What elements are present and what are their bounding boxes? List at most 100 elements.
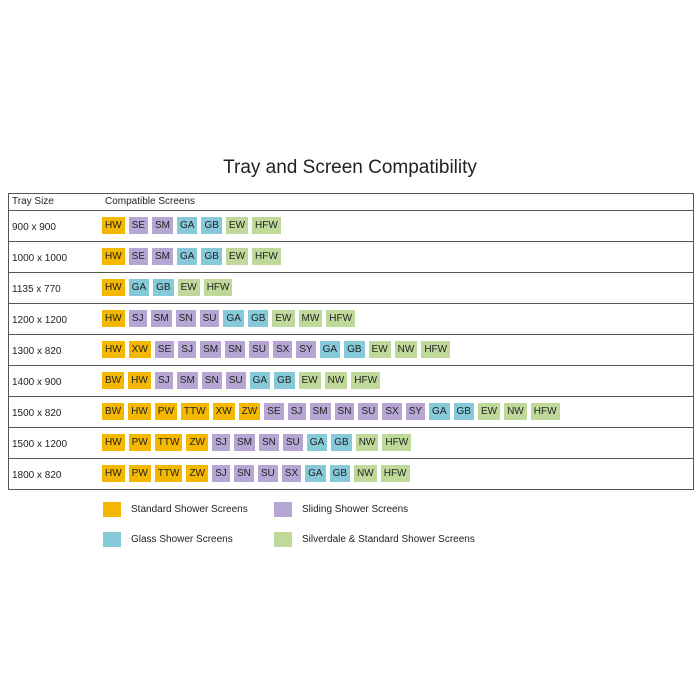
screen-code-chip: SM — [176, 372, 198, 389]
screen-code-chip: SX — [382, 403, 402, 420]
screen-code-chip: SE — [128, 248, 149, 265]
screen-code-chip: ZW — [238, 403, 261, 420]
compatible-screens-cell: HW SE SM GA GB EW HFW — [102, 248, 285, 265]
screen-code-chip: SE — [154, 341, 175, 358]
table-row: 1400 x 900 BW HW SJ SM SN SU GA GB EW NW HFW — [9, 366, 693, 397]
screen-code-chip: HW — [102, 217, 125, 234]
screen-code-chip: GA — [177, 248, 198, 265]
screen-code-chip: GA — [305, 465, 326, 482]
table-header: Tray Size Compatible Screens — [9, 194, 693, 211]
screen-code-chip: SX — [272, 341, 293, 358]
legend-glass-label: Glass Shower Screens — [131, 534, 233, 545]
compatible-screens-cell: HW PW TTW ZW SJ SM SN SU GA GB NW HFW — [102, 434, 415, 451]
screen-code-chip: SJ — [287, 403, 306, 420]
screen-code-chip: NW — [504, 403, 527, 420]
screen-code-chip: EW — [225, 217, 249, 234]
screen-code-chip: HFW — [380, 465, 410, 482]
screen-code-chip: GB — [153, 279, 174, 296]
table-row: 1500 x 820 BW HW PW TTW XW ZW SE SJ SM SN SU SX SY GA G… — [9, 397, 693, 428]
compatible-screens-cell: HW PW TTW ZW SJ SN SU SX GA GB NW HFW — [102, 465, 414, 482]
tray-size-cell: 1200 x 1200 — [12, 315, 68, 326]
screen-code-chip: SX — [281, 465, 302, 482]
screen-code-chip: GB — [201, 217, 222, 234]
screen-code-chip: BW — [102, 403, 125, 420]
screen-code-chip: HFW — [252, 248, 281, 265]
screen-code-chip: ZW — [186, 465, 208, 482]
screen-code-chip: SN — [225, 341, 246, 358]
compatible-screens-cell: HW XW SE SJ SM SN SU SX SY GA GB EW NW HFW — [102, 341, 454, 358]
screen-code-chip: SY — [296, 341, 316, 358]
screen-code-chip: EW — [477, 403, 501, 420]
screen-code-chip: HFW — [530, 403, 560, 420]
screen-code-chip: SN — [175, 310, 196, 327]
screen-code-chip: XW — [212, 403, 235, 420]
screen-code-chip: SM — [233, 434, 255, 451]
tray-size-cell: 900 x 900 — [12, 222, 56, 233]
table-row: 1800 x 820 HW PW TTW ZW SJ SN SU SX GA GB NW HFW — [9, 459, 693, 489]
tray-size-cell: 1500 x 1200 — [12, 439, 68, 450]
header-compatible-screens: Compatible Screens — [105, 196, 196, 207]
screen-code-chip: SN — [334, 403, 355, 420]
screen-code-chip: HW — [128, 372, 151, 389]
screen-code-chip: SU — [249, 341, 269, 358]
screen-code-chip: SU — [282, 434, 303, 451]
screen-code-chip: GB — [274, 372, 295, 389]
screen-code-chip: SM — [150, 310, 172, 327]
tray-size-cell: 1400 x 900 — [12, 377, 62, 388]
screen-code-chip: HW — [102, 465, 125, 482]
tray-size-cell: 1500 x 820 — [12, 408, 62, 419]
compatible-screens-cell: HW SE SM GA GB EW HFW — [102, 217, 285, 234]
screen-code-chip: SN — [233, 465, 254, 482]
compatibility-table: Tray Size Compatible Screens 900 x 900 HW… — [8, 193, 694, 490]
screen-code-chip: SM — [200, 341, 222, 358]
screen-code-chip: EW — [368, 341, 391, 358]
screen-code-chip: SJ — [128, 310, 147, 327]
compatible-screens-cell: BW HW SJ SM SN SU GA GB EW NW HFW — [102, 372, 384, 389]
legend-glass-swatch — [103, 532, 121, 547]
screen-code-chip: NW — [394, 341, 418, 358]
screen-code-chip: ZW — [186, 434, 208, 451]
screen-code-chip: GA — [223, 310, 244, 327]
screen-code-chip: SJ — [211, 465, 230, 482]
screen-code-chip: HFW — [252, 217, 281, 234]
screen-code-chip: PW — [128, 465, 151, 482]
screen-code-chip: SJ — [178, 341, 197, 358]
compatible-screens-cell: BW HW PW TTW XW ZW SE SJ SM SN SU SX SY GA GB EW NW HFW — [102, 403, 564, 420]
screen-code-chip: TTW — [154, 434, 183, 451]
screen-code-chip: NW — [324, 372, 348, 389]
legend-standard-label: Standard Shower Screens — [131, 504, 248, 515]
legend-standard-swatch — [103, 502, 121, 517]
screen-code-chip: SE — [128, 217, 149, 234]
screen-code-chip: HFW — [351, 372, 381, 389]
header-tray-size: Tray Size — [12, 196, 54, 207]
screen-code-chip: HW — [102, 310, 125, 327]
screen-code-chip: GA — [306, 434, 328, 451]
screen-code-chip: SM — [309, 403, 331, 420]
screen-code-chip: GA — [249, 372, 271, 389]
screen-code-chip: GB — [247, 310, 269, 327]
screen-code-chip: SU — [257, 465, 278, 482]
legend-silverdale-swatch — [274, 532, 292, 547]
screen-code-chip: SJ — [211, 434, 230, 451]
screen-code-chip: TTW — [180, 403, 209, 420]
screen-code-chip: TTW — [154, 465, 183, 482]
screen-code-chip: GB — [201, 248, 222, 265]
screen-code-chip: MW — [298, 310, 323, 327]
screen-code-chip: GB — [453, 403, 474, 420]
page-title: Tray and Screen Compatibility — [223, 157, 477, 178]
screen-code-chip: HW — [102, 279, 125, 296]
table-row: 1300 x 820 HW XW SE SJ SM SN SU SX SY GA GB EW NW HFW — [9, 335, 693, 366]
screen-code-chip: EW — [225, 248, 249, 265]
tray-size-cell: 1000 x 1000 — [12, 253, 68, 264]
tray-size-cell: 1800 x 820 — [12, 470, 62, 481]
screen-code-chip: NW — [355, 434, 379, 451]
table-row: 1500 x 1200 HW PW TTW ZW SJ SM SN SU GA GB NW HFW — [9, 428, 693, 459]
screen-code-chip: HFW — [421, 341, 451, 358]
screen-code-chip: SU — [358, 403, 379, 420]
screen-code-chip: GB — [344, 341, 365, 358]
screen-code-chip: GB — [329, 465, 351, 482]
screen-code-chip: HW — [102, 434, 125, 451]
screen-code-chip: EW — [272, 310, 295, 327]
screen-code-chip: HFW — [203, 279, 233, 296]
compatible-screens-cell: HW GA GB EW HFW — [102, 279, 236, 296]
